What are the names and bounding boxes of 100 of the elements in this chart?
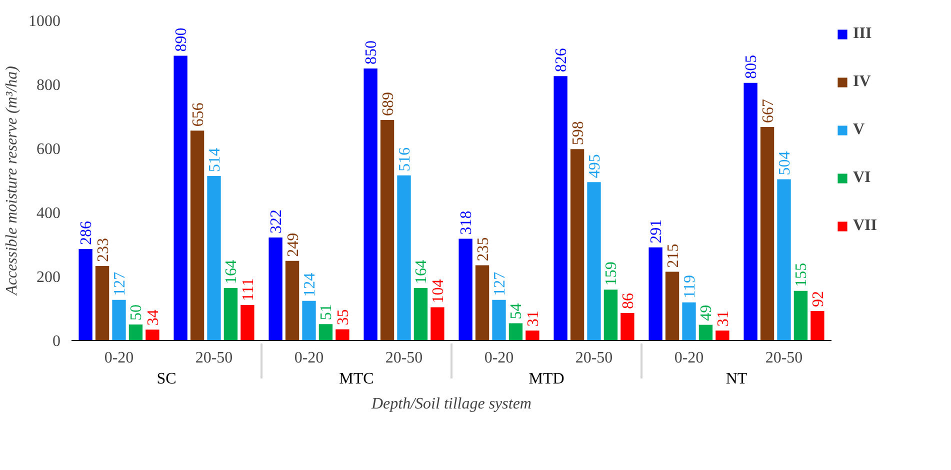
bar <box>240 304 254 340</box>
data-label: 164 <box>223 260 240 284</box>
x-tick-label: 20-50 <box>195 350 233 366</box>
bar <box>760 127 774 340</box>
bar <box>128 324 143 340</box>
data-label: 215 <box>664 244 682 268</box>
bar <box>414 288 428 340</box>
bar <box>475 265 490 340</box>
bar <box>682 302 696 340</box>
bar <box>554 76 568 340</box>
x-tick-label: 0-20 <box>104 350 134 366</box>
text: NT <box>726 370 748 388</box>
bar <box>268 237 282 340</box>
data-label: 826 <box>553 48 570 72</box>
data-label: 159 <box>603 262 620 286</box>
x-tick-label: 20-50 <box>765 350 803 366</box>
x-tick-label: 20-50 <box>385 350 423 366</box>
bar <box>78 248 92 340</box>
bar <box>285 260 300 340</box>
data-label: 235 <box>474 237 492 262</box>
data-label: 495 <box>586 154 604 178</box>
bar <box>492 300 506 340</box>
data-label: 31 <box>524 310 542 327</box>
bar <box>336 329 350 340</box>
data-label: 49 <box>698 304 716 321</box>
bar <box>648 247 662 340</box>
text: MTC <box>339 370 374 388</box>
data-label: 127 <box>112 272 128 296</box>
y-axis-title: Accessible moisture reserve (m³/ha) <box>4 66 20 296</box>
data-label: 504 <box>776 151 794 176</box>
bar <box>665 272 680 340</box>
data-label: 104 <box>430 279 447 304</box>
bar <box>364 68 378 340</box>
data-label: 514 <box>206 148 224 172</box>
data-label: 86 <box>620 292 637 309</box>
data-label: 51 <box>318 304 336 320</box>
x-tick-label: 0-20 <box>484 350 514 366</box>
data-label: 155 <box>793 262 810 287</box>
text: MTD <box>528 370 564 388</box>
bar <box>95 266 110 340</box>
y-tick-label: 200 <box>36 269 60 286</box>
bar <box>112 300 126 340</box>
data-label: 598 <box>570 121 587 146</box>
y-tick-label: 600 <box>36 141 60 158</box>
bar <box>318 324 333 340</box>
data-label: 516 <box>396 147 414 172</box>
bar <box>794 290 808 340</box>
data-label: 656 <box>190 102 207 127</box>
data-label: 249 <box>284 232 302 257</box>
bar <box>380 120 394 340</box>
data-label: 50 <box>128 304 146 320</box>
data-label: 318 <box>458 210 476 235</box>
data-label: 127 <box>492 272 508 296</box>
legend-label: III <box>853 25 873 43</box>
x-tick-label: 20-50 <box>575 350 613 366</box>
legend-label: VII <box>853 217 878 235</box>
bar <box>810 311 824 340</box>
bar <box>526 330 540 340</box>
bar <box>397 175 411 340</box>
bar <box>174 56 188 340</box>
bar <box>620 312 634 340</box>
data-label: 54 <box>508 303 526 320</box>
text: SC <box>156 370 176 388</box>
data-label: 35 <box>334 309 352 326</box>
y-tick-label: 400 <box>36 205 60 222</box>
data-label: 667 <box>760 99 777 124</box>
bar <box>302 300 316 340</box>
data-label: 286 <box>78 220 96 245</box>
data-label: 850 <box>363 40 380 64</box>
bar <box>716 330 730 340</box>
bar <box>207 176 221 340</box>
data-label: 890 <box>173 28 190 52</box>
data-label: 34 <box>144 310 162 326</box>
data-label: 92 <box>810 291 827 308</box>
data-label: 124 <box>302 272 318 297</box>
bar <box>777 179 791 340</box>
x-axis-title: Depth/Soil tillage system <box>370 396 532 412</box>
legend-label: VI <box>853 169 872 187</box>
legend-label: IV <box>853 73 872 91</box>
data-label: 322 <box>268 209 286 234</box>
bar <box>698 324 713 340</box>
data-label: 164 <box>413 260 430 284</box>
data-label: 233 <box>94 238 112 262</box>
bar <box>190 130 204 340</box>
bar <box>587 182 601 340</box>
data-label: 291 <box>648 219 666 244</box>
data-label: 689 <box>380 92 397 116</box>
x-tick-label: 0-20 <box>674 350 704 366</box>
x-tick-label: 0-20 <box>294 350 324 366</box>
data-label: 31 <box>714 310 732 327</box>
legend-label: V <box>853 121 866 139</box>
data-label: 111 <box>240 278 257 301</box>
data-label: 119 <box>682 275 698 298</box>
bar <box>430 307 444 340</box>
bar <box>508 323 523 340</box>
bar <box>146 330 160 340</box>
y-tick-label: 800 <box>36 77 60 94</box>
bar <box>604 290 618 340</box>
bar <box>570 149 584 340</box>
data-label: 805 <box>743 54 760 79</box>
